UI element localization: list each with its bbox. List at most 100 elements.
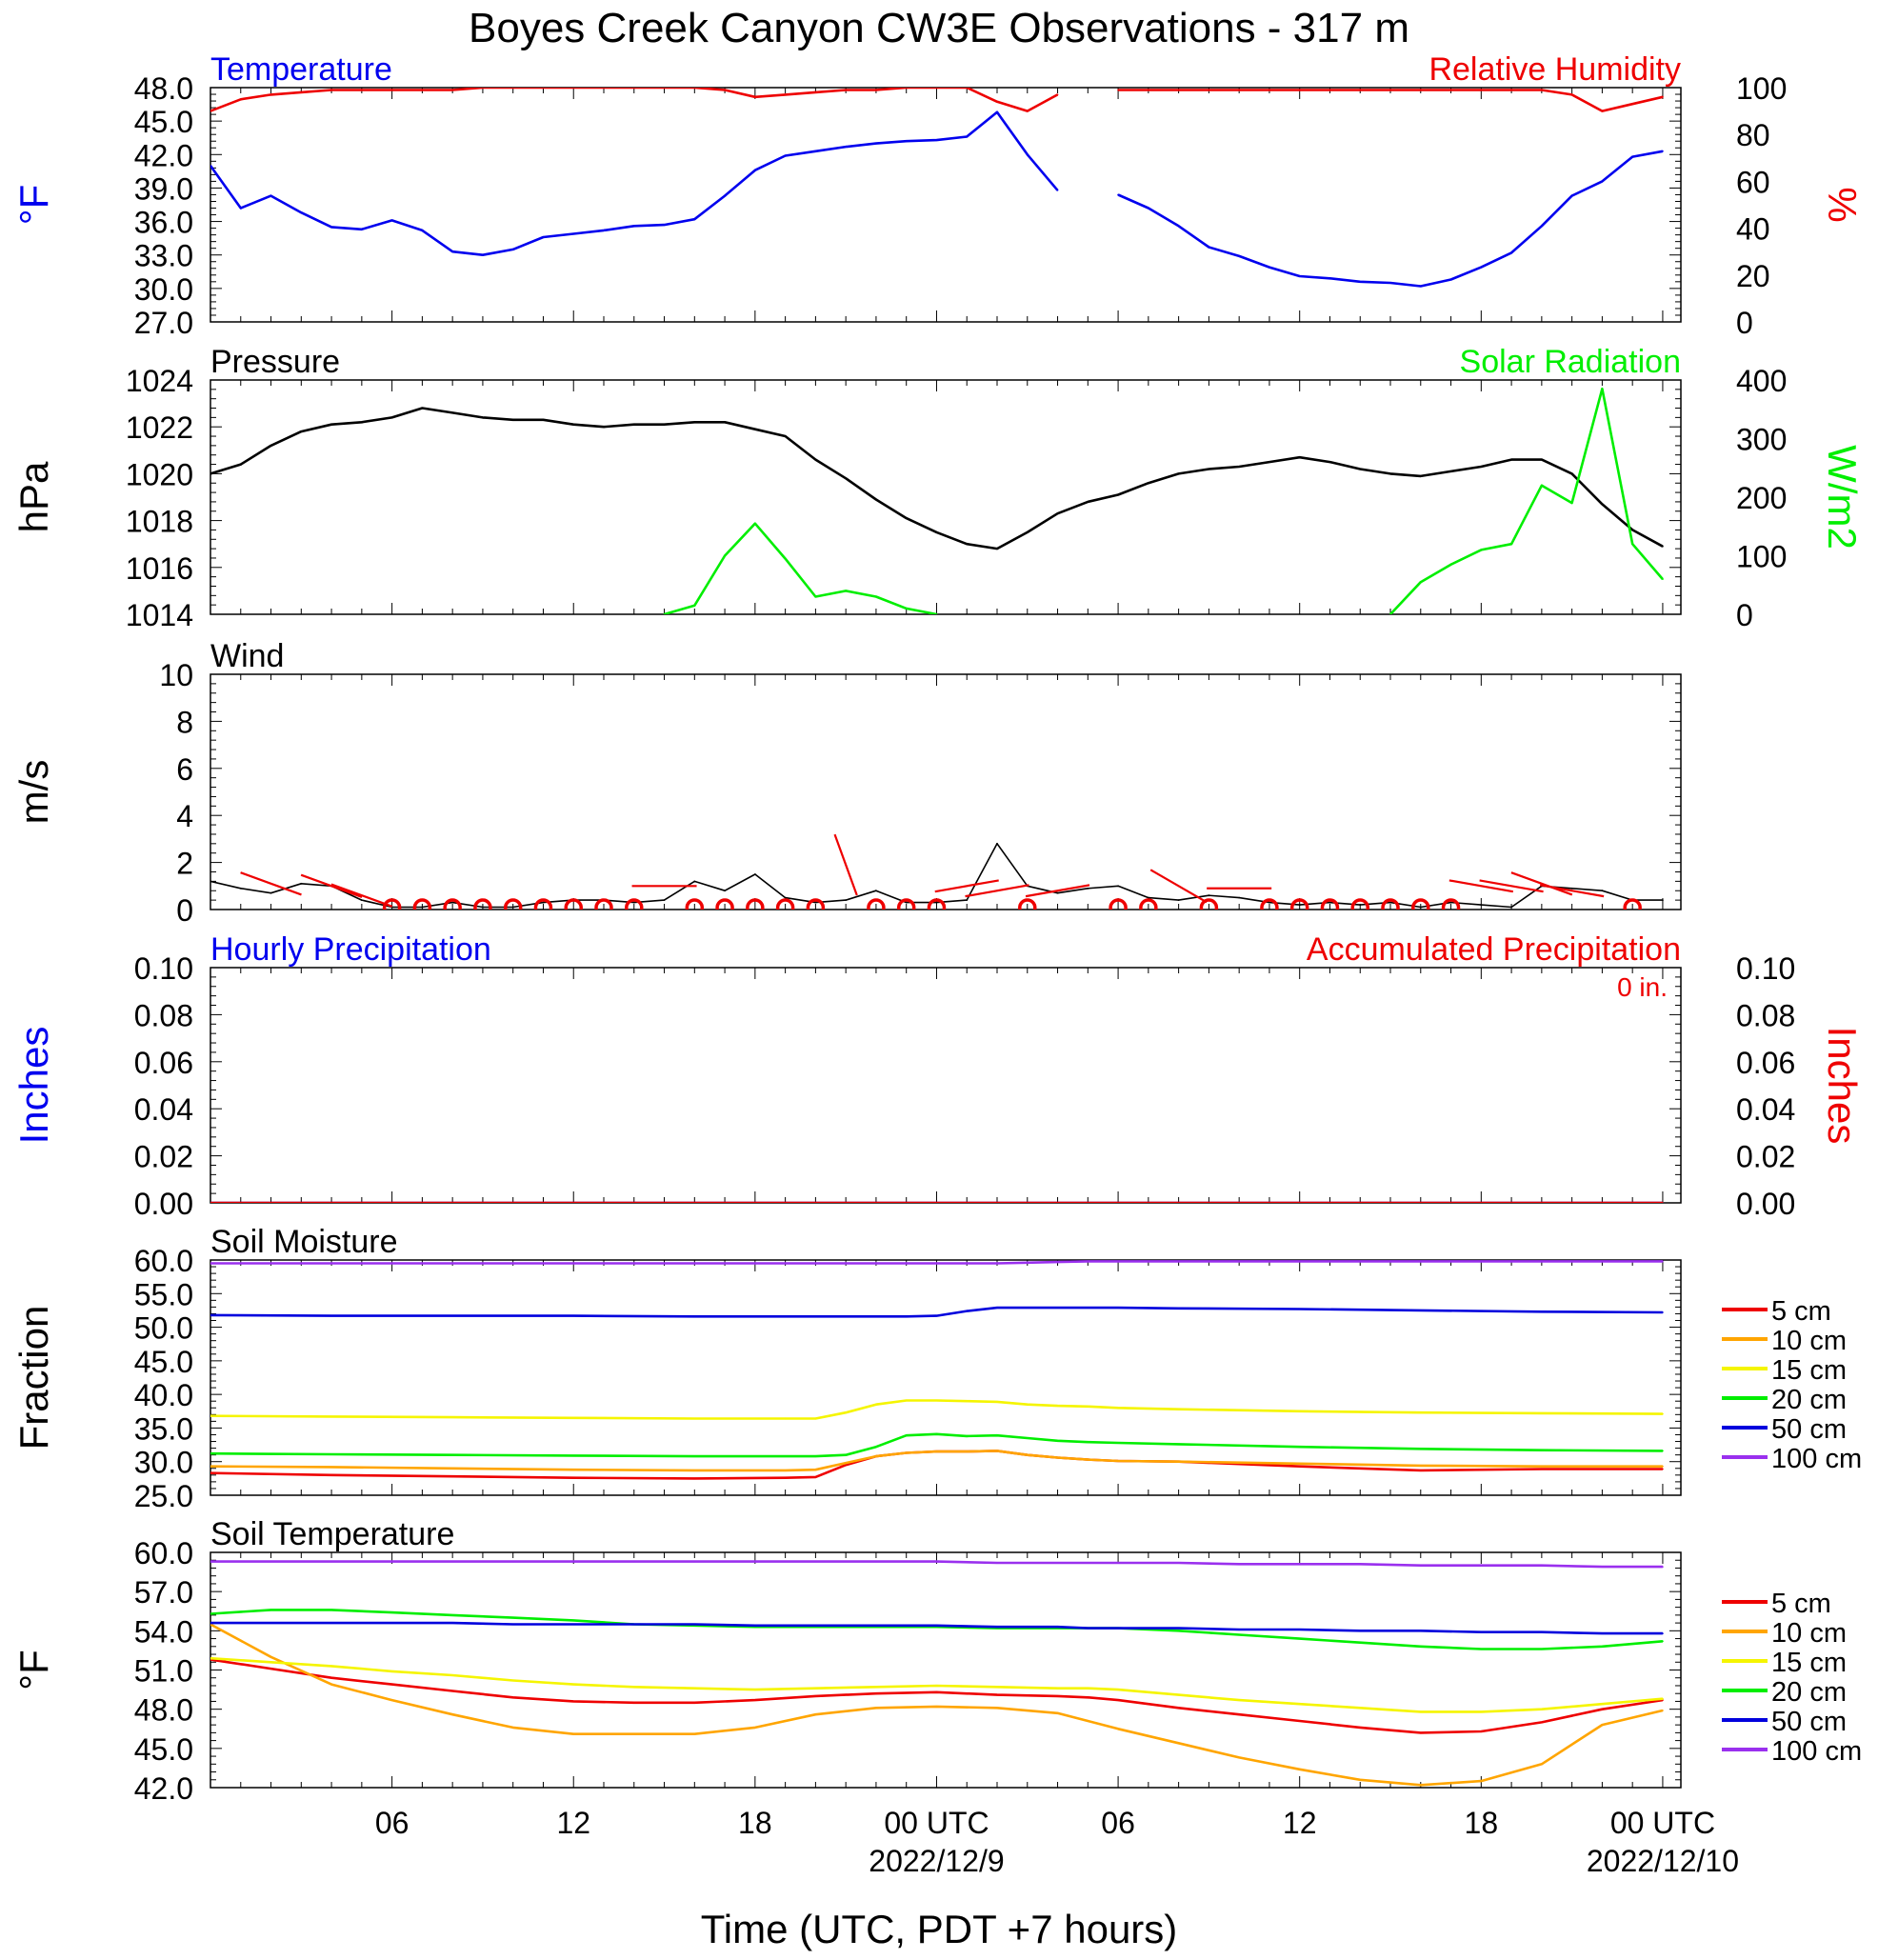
data-point <box>1117 1307 1119 1309</box>
data-point <box>1541 1260 1543 1263</box>
data-point <box>845 1453 848 1456</box>
series-group <box>210 88 1664 288</box>
wind-calm-marker <box>1411 898 1430 910</box>
data-point <box>1419 89 1422 91</box>
data-point <box>482 88 484 89</box>
data-point <box>1056 1711 1059 1714</box>
data-point <box>905 88 908 89</box>
y-axis-title-left: Inches <box>11 1027 56 1145</box>
data-point <box>451 1713 454 1716</box>
panel-title-right: Relative Humidity <box>1428 51 1681 88</box>
data-point <box>1087 1307 1089 1309</box>
y-tick-label-left: 10 <box>159 658 193 692</box>
wind-calm-marker <box>1139 898 1158 910</box>
data-point <box>935 1706 938 1708</box>
data-point <box>875 1707 877 1710</box>
data-point <box>1480 1730 1483 1732</box>
data-point <box>1238 1699 1241 1701</box>
data-point <box>1056 1456 1059 1459</box>
y-tick-label-left: 33.0 <box>134 239 193 273</box>
data-point <box>663 224 666 227</box>
data-point <box>814 1695 817 1697</box>
series-group <box>210 1201 1664 1203</box>
data-point <box>542 418 545 421</box>
data-point <box>905 140 908 143</box>
data-point <box>693 1417 696 1420</box>
data-point <box>1298 1768 1301 1770</box>
data-point <box>996 1450 998 1452</box>
series-line-10-cm <box>210 1623 1664 1787</box>
data-point <box>875 1403 877 1406</box>
data-point <box>1510 543 1512 546</box>
wind-direction-marker <box>1149 869 1208 904</box>
data-point <box>1510 458 1512 461</box>
wind-direction-marker <box>833 833 858 896</box>
data-point <box>390 1622 393 1624</box>
data-point <box>330 89 332 91</box>
x-tick-label: 18 <box>738 1806 772 1840</box>
data-point <box>1148 896 1149 899</box>
data-point <box>451 1475 454 1478</box>
data-point <box>1298 1629 1301 1630</box>
x-date-label: 2022/12/9 <box>869 1844 1004 1878</box>
data-point <box>1480 89 1483 91</box>
data-point <box>1087 1441 1089 1444</box>
data-point <box>270 445 272 447</box>
wind-calm-marker <box>443 898 462 910</box>
series-line-5-cm <box>210 1658 1664 1734</box>
y-tick-label-left: 0.02 <box>134 1140 193 1174</box>
data-point <box>451 1416 454 1418</box>
data-point <box>1359 89 1362 91</box>
y-tick-label-right: 100 <box>1736 71 1787 106</box>
data-point <box>1177 1260 1180 1263</box>
data-point <box>1026 110 1029 112</box>
wind-calm-marker <box>1350 898 1369 910</box>
y-tick-label-left: 0.08 <box>134 998 193 1032</box>
y-tick-label-right: 0.10 <box>1736 951 1795 986</box>
data-point <box>451 1674 454 1676</box>
data-point <box>1601 503 1604 506</box>
data-point <box>300 211 303 214</box>
data-point <box>270 891 272 894</box>
y-tick-label-right: 0 <box>1736 598 1753 632</box>
y-tick-label-left: 6 <box>176 752 193 787</box>
data-point <box>784 154 787 157</box>
y-axis-title-right: W/m2 <box>1820 445 1865 550</box>
y-tick-label-left: 60.0 <box>134 1244 193 1278</box>
data-point <box>572 1700 575 1703</box>
wind-calm-marker <box>382 898 402 910</box>
y-axis-title-left: m/s <box>11 760 56 825</box>
data-point <box>814 1560 817 1563</box>
data-point <box>239 98 242 101</box>
data-point <box>1117 1442 1119 1444</box>
legend-label: 100 cm <box>1771 1736 1862 1767</box>
data-point <box>693 1477 696 1480</box>
data-point <box>390 1683 393 1686</box>
data-point <box>330 1560 332 1563</box>
data-point <box>905 1262 908 1265</box>
data-point <box>1269 89 1270 91</box>
data-point <box>1056 1405 1059 1407</box>
panel-pressure-solar: 1024 1022 1020 1018 1016 1014 400 300 200 100 0 hPa… <box>11 344 1865 632</box>
wind-direction-marker <box>300 873 363 898</box>
series-line-15-cm <box>210 1399 1663 1420</box>
data-point <box>784 93 787 96</box>
wind-calm-marker <box>1289 898 1309 910</box>
data-point <box>1541 458 1543 461</box>
data-point <box>1298 1465 1301 1468</box>
data-point <box>693 1455 696 1457</box>
data-point <box>1631 103 1634 106</box>
wind-calm-marker <box>1381 898 1400 910</box>
data-point <box>845 89 848 91</box>
data-point <box>784 1315 787 1318</box>
data-point <box>1480 466 1483 468</box>
data-point <box>1148 89 1149 91</box>
data-point <box>814 1476 817 1478</box>
data-point <box>511 249 514 250</box>
data-point <box>1298 1260 1301 1263</box>
plot-frame <box>210 1259 1682 1496</box>
panel-wind: 10 8 6 4 2 0 m/s Wind <box>11 638 1682 928</box>
data-point <box>1359 1778 1362 1781</box>
panel-title-left: Pressure <box>210 344 340 380</box>
data-point <box>632 88 635 89</box>
